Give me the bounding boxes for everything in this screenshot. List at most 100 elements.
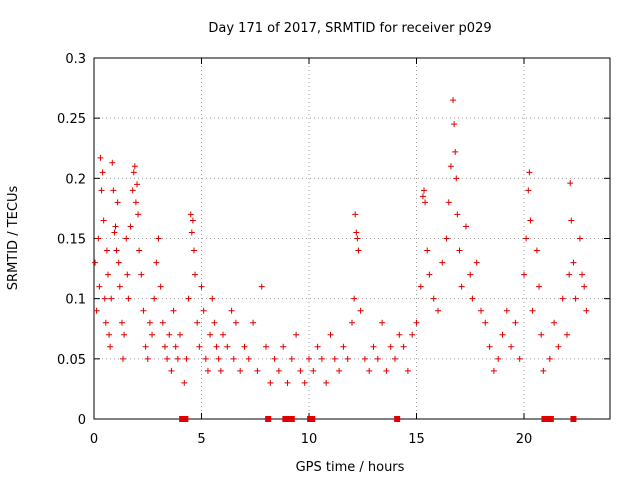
data-point bbox=[430, 295, 437, 302]
data-point bbox=[419, 193, 426, 200]
data-point bbox=[101, 295, 108, 302]
gap-marker bbox=[309, 416, 316, 422]
data-point bbox=[161, 343, 168, 350]
gap-marker bbox=[394, 416, 401, 422]
data-point bbox=[118, 319, 125, 326]
data-point bbox=[340, 343, 347, 350]
data-point bbox=[413, 319, 420, 326]
data-point bbox=[190, 247, 197, 254]
data-point bbox=[275, 367, 282, 374]
data-point bbox=[241, 343, 248, 350]
data-point bbox=[445, 199, 452, 206]
data-point bbox=[189, 217, 196, 224]
data-point bbox=[198, 283, 205, 290]
data-point bbox=[177, 331, 183, 338]
data-point bbox=[280, 343, 287, 350]
data-point bbox=[125, 295, 132, 302]
data-point bbox=[120, 355, 127, 362]
data-point bbox=[310, 367, 317, 374]
data-point bbox=[366, 367, 373, 374]
data-point bbox=[107, 343, 114, 350]
gap-marker bbox=[182, 416, 189, 422]
data-point bbox=[370, 343, 377, 350]
data-point bbox=[527, 217, 534, 224]
data-point bbox=[421, 187, 428, 194]
data-point bbox=[207, 331, 214, 338]
data-point bbox=[98, 187, 105, 194]
data-point bbox=[486, 343, 493, 350]
data-point bbox=[353, 229, 360, 236]
data-point bbox=[174, 355, 181, 362]
data-point bbox=[293, 331, 300, 338]
data-point bbox=[482, 319, 489, 326]
tick-layer: 0 5 10 15 20 0 0.05 0.1 0.15 0.2 0.25 0.3 bbox=[57, 52, 610, 447]
data-point bbox=[536, 283, 543, 290]
y-tick-label: 0.1 bbox=[65, 293, 86, 308]
data-point bbox=[526, 169, 533, 176]
y-tick-label: 0 bbox=[78, 413, 86, 428]
data-point bbox=[570, 259, 577, 266]
data-point bbox=[551, 319, 558, 326]
data-point bbox=[344, 355, 351, 362]
data-point bbox=[224, 343, 231, 350]
data-point bbox=[254, 367, 261, 374]
data-point bbox=[352, 211, 359, 218]
data-point bbox=[495, 355, 502, 362]
data-point bbox=[306, 355, 312, 362]
x-tick-label: 5 bbox=[197, 432, 205, 447]
data-point bbox=[566, 271, 573, 278]
data-point bbox=[217, 367, 224, 374]
data-point bbox=[155, 235, 162, 242]
data-point bbox=[187, 211, 194, 218]
plot-frame bbox=[93, 57, 611, 420]
gap-marker bbox=[179, 416, 186, 422]
data-point bbox=[387, 343, 394, 350]
x-tick-label: 20 bbox=[516, 432, 533, 447]
data-point bbox=[138, 271, 145, 278]
data-point bbox=[109, 159, 116, 166]
data-point bbox=[121, 331, 128, 338]
data-point bbox=[123, 235, 130, 242]
data-point bbox=[228, 307, 235, 314]
data-point bbox=[499, 331, 506, 338]
data-point bbox=[181, 379, 188, 386]
data-point bbox=[129, 187, 136, 194]
data-point bbox=[110, 187, 117, 194]
data-point bbox=[92, 259, 99, 266]
data-point bbox=[473, 259, 480, 266]
data-point bbox=[327, 331, 334, 338]
gap-marker bbox=[265, 416, 272, 422]
data-point bbox=[478, 307, 484, 314]
data-point bbox=[136, 247, 143, 254]
data-point bbox=[192, 271, 199, 278]
x-tick-label: 10 bbox=[301, 432, 318, 447]
data-point bbox=[450, 97, 457, 104]
data-point bbox=[108, 295, 115, 302]
data-point bbox=[131, 163, 138, 170]
x-axis-label: GPS time / hours bbox=[296, 460, 405, 475]
data-point bbox=[503, 307, 510, 314]
data-point bbox=[116, 283, 123, 290]
data-point bbox=[583, 307, 590, 314]
data-point bbox=[559, 295, 566, 302]
data-point bbox=[417, 283, 424, 290]
data-point bbox=[374, 355, 381, 362]
x-tick-label: 0 bbox=[90, 432, 98, 447]
data-point bbox=[124, 271, 131, 278]
data-point bbox=[215, 355, 222, 362]
y-tick-label: 0.15 bbox=[57, 233, 86, 248]
data-point bbox=[400, 343, 407, 350]
data-point bbox=[196, 343, 203, 350]
data-point bbox=[194, 319, 201, 326]
data-point bbox=[451, 121, 458, 128]
y-axis-label: SRMTID / TECUs bbox=[6, 186, 21, 291]
data-point bbox=[263, 343, 269, 350]
data-point bbox=[112, 223, 119, 230]
data-point bbox=[318, 355, 325, 362]
data-point bbox=[159, 319, 166, 326]
data-point bbox=[96, 283, 103, 290]
chart-title: Day 171 of 2017, SRMTID for receiver p02… bbox=[208, 21, 491, 36]
data-point bbox=[220, 331, 226, 338]
data-point bbox=[331, 355, 338, 362]
data-point bbox=[351, 295, 358, 302]
